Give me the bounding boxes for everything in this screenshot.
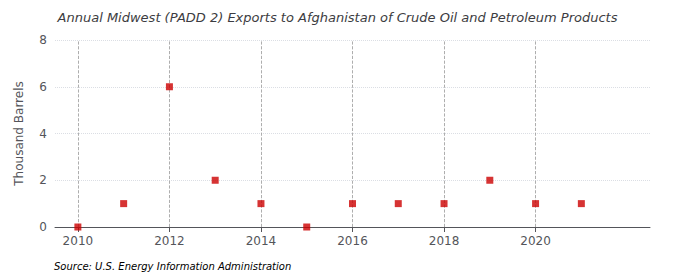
- svg-text:6: 6: [39, 80, 47, 94]
- svg-text:2010: 2010: [63, 234, 94, 248]
- svg-text:2020: 2020: [520, 234, 551, 248]
- svg-text:0: 0: [39, 220, 47, 234]
- svg-text:2016: 2016: [337, 234, 368, 248]
- svg-text:Annual Midwest (PADD 2) Export: Annual Midwest (PADD 2) Exports to Afgha…: [57, 10, 618, 25]
- svg-text:2014: 2014: [246, 234, 277, 248]
- svg-text:Source: U.S. Energy Informatio: Source: U.S. Energy Information Administ…: [54, 261, 291, 272]
- svg-text:4: 4: [39, 127, 47, 141]
- svg-text:2012: 2012: [154, 234, 185, 248]
- svg-text:2: 2: [39, 173, 47, 187]
- svg-text:Thousand Barrels: Thousand Barrels: [12, 81, 26, 186]
- svg-text:2018: 2018: [429, 234, 460, 248]
- svg-text:8: 8: [39, 33, 47, 47]
